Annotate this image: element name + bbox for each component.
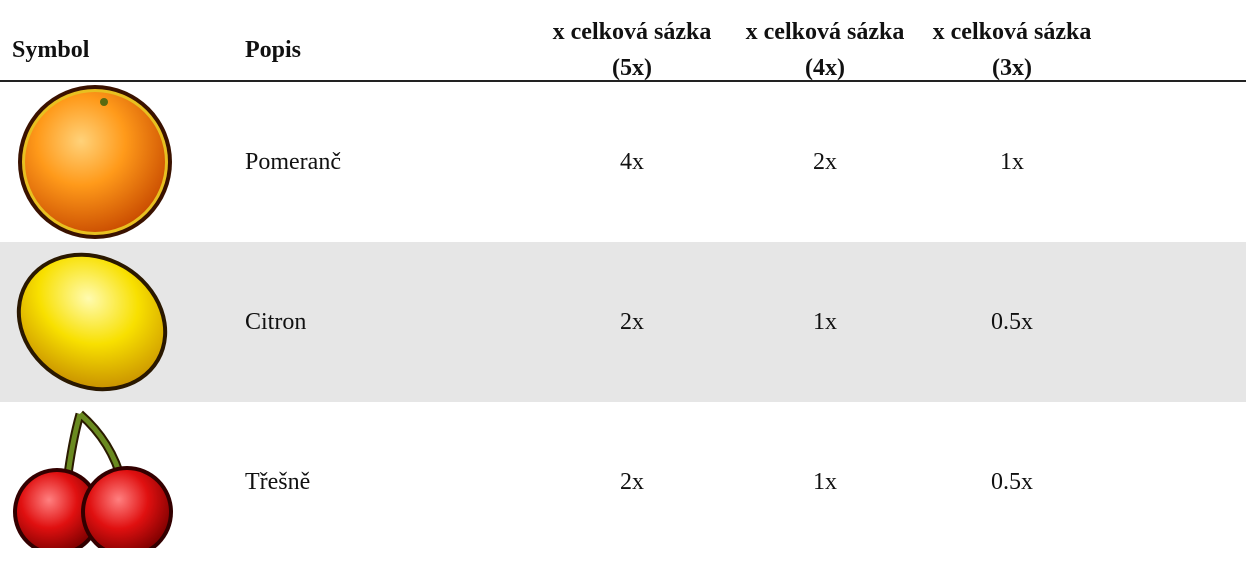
lemon-icon [16,252,168,392]
payout-value: 2x [620,469,644,495]
payout-value: 1x [1000,149,1024,175]
column-header: x celková sázka (3x) [932,19,1092,81]
symbol-name: Citron [245,309,307,335]
column-header: x celková sázka (4x) [745,19,905,81]
symbol-name: Pomeranč [245,149,341,175]
payout-value: 4x [620,149,644,175]
payout-value: 0.5x [991,309,1033,335]
symbol-name: Třešně [245,469,311,495]
column-header: x celková sázka (5x) [552,19,712,81]
payout-value: 2x [620,309,644,335]
column-header: Symbol [12,37,90,63]
payout-value: 0.5x [991,469,1033,495]
payout-value: 1x [813,469,837,495]
table-row: Pomeranč 4x 2x 1x [0,82,1246,242]
payout-value: 1x [813,309,837,335]
cherry-icon [13,410,173,548]
table-row: Citron 2x 1x 0.5x [0,242,1246,402]
header-rule [0,80,1246,82]
orange-icon [18,85,172,239]
table-row: Třešně 2x 1x 0.5x [0,402,1246,562]
page: Pomeranč 4x 2x 1x Citron 2x 1x 0.5x Třešně 2x 1x… [0,19,1246,548]
payout-value: 2x [813,149,837,175]
column-header: Popis [245,37,302,63]
